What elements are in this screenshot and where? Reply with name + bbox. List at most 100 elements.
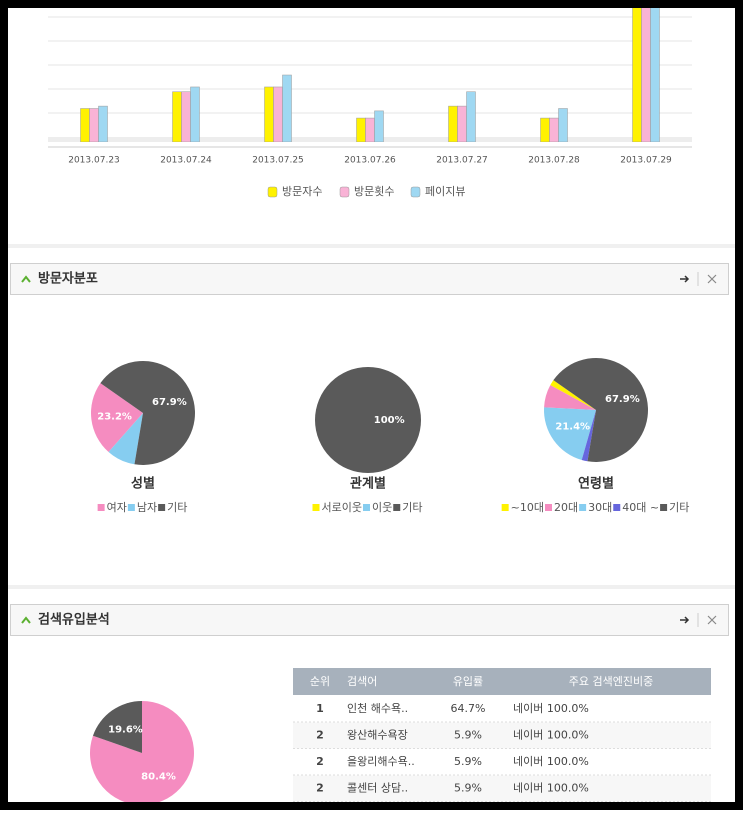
bar [89, 108, 99, 142]
bar [374, 110, 384, 142]
pie-slice [90, 383, 143, 452]
legend-label: 20대 [554, 501, 578, 514]
legend-label: 여자 [107, 501, 127, 514]
pie-slice [100, 361, 195, 465]
legend-label: 기타 [402, 501, 422, 514]
pie-title: 연령별 [578, 476, 614, 492]
legend-swatch [501, 504, 509, 511]
panel-title: 검색유입분석 [38, 613, 110, 628]
legend-label: 방문횟수 [354, 185, 394, 198]
bar [181, 91, 191, 142]
legend-swatch [97, 504, 105, 511]
pie-label: 19.6% [108, 725, 143, 736]
table-cell: 왕산해수욕장 [347, 728, 408, 742]
bar [80, 108, 90, 142]
move-icon[interactable] [680, 275, 690, 283]
x-tick-label: 2013.07.27 [436, 156, 488, 166]
bar [650, 8, 660, 142]
panel-header: 방문자분포 [10, 263, 729, 295]
table-cell: 네이버 100.0% [513, 755, 589, 768]
pie-label: 80.4% [141, 771, 176, 782]
pie-title: 성별 [131, 476, 155, 492]
table-cell: 네이버 100.0% [513, 729, 589, 742]
panel-title: 방문자분포 [38, 271, 98, 287]
table-cell: 을왕리해수욕.. [347, 754, 415, 768]
bar [540, 117, 550, 142]
table-cell: 콜센터 상담.. [347, 782, 408, 795]
x-tick-label: 2013.07.28 [528, 156, 580, 166]
legend-label: 페이지뷰 [425, 185, 465, 198]
pie-slice [550, 380, 596, 410]
pie-label: 67.9% [152, 397, 187, 408]
close-icon[interactable] [707, 615, 717, 625]
pie-label: 21.4% [555, 422, 590, 433]
table-header [293, 668, 711, 695]
bar [282, 74, 292, 142]
separator [8, 244, 735, 248]
grid [48, 16, 692, 114]
legend-swatch [312, 504, 320, 511]
legend-swatch [613, 504, 621, 511]
table-header-cell: 검색어 [347, 675, 377, 688]
bar [641, 8, 651, 142]
legend-swatch [660, 504, 668, 511]
table-cell: 5.9% [454, 782, 482, 795]
bar [365, 117, 375, 142]
pie-slice [315, 367, 421, 473]
pie-label: 23.2% [97, 411, 132, 422]
pie-slice [544, 407, 596, 461]
legend-label: 남자 [137, 501, 157, 514]
x-tick-label: 2013.07.24 [160, 156, 212, 166]
bar [457, 105, 467, 142]
bar [264, 86, 274, 142]
pie-label: 100% [374, 415, 405, 426]
table-cell: 네이버 100.0% [513, 702, 589, 715]
panel-header: 검색유입분석 [10, 604, 729, 636]
move-icon[interactable] [680, 616, 690, 624]
table-cell: 2 [316, 755, 324, 768]
pie-slice [108, 413, 143, 465]
bar [190, 86, 200, 142]
legend-label: 기타 [669, 501, 689, 514]
row-bg [293, 775, 711, 802]
legend-swatch [267, 186, 278, 198]
legend-label: 이웃 [372, 501, 392, 514]
table-cell: 5.9% [454, 729, 482, 742]
table-cell: 네이버 100.0% [513, 782, 589, 795]
x-tick-label: 2013.07.26 [344, 156, 396, 166]
x-tick-label: 2013.07.25 [252, 156, 304, 166]
x-tick-label: 2013.07.29 [620, 156, 672, 166]
bar [466, 91, 476, 142]
row-bg [293, 722, 711, 749]
legend-swatch [545, 504, 552, 511]
x-tick-label: 2013.07.23 [68, 156, 120, 166]
legend-swatch [579, 504, 587, 511]
pie-slice [544, 385, 596, 410]
legend-label: 서로이웃 [322, 501, 362, 514]
pie-title: 관계별 [350, 476, 386, 492]
legend-swatch [158, 504, 166, 511]
close-icon[interactable] [707, 274, 717, 284]
table-cell: 1 [316, 702, 324, 715]
table-header-cell: 주요 검색엔진비중 [569, 675, 653, 688]
pie-slice [92, 701, 142, 753]
legend-label: 40대 ~ [622, 501, 659, 514]
legend-swatch [362, 504, 370, 511]
legend-swatch [339, 186, 350, 198]
bar [273, 86, 283, 142]
legend-swatch [393, 504, 401, 511]
table-header-cell: 순위 [310, 675, 330, 688]
bar [356, 117, 366, 142]
pie-slice [581, 410, 596, 462]
pie-label: 67.9% [605, 394, 640, 405]
table-cell: 5.9% [454, 755, 482, 768]
bar [172, 91, 182, 142]
separator [8, 585, 735, 589]
legend-label: 30대 [588, 501, 612, 514]
legend-label: 방문자수 [282, 185, 322, 198]
legend-label: ~10대 [511, 501, 544, 514]
bar [558, 108, 568, 142]
legend-swatch [410, 186, 421, 198]
bar [549, 117, 559, 142]
